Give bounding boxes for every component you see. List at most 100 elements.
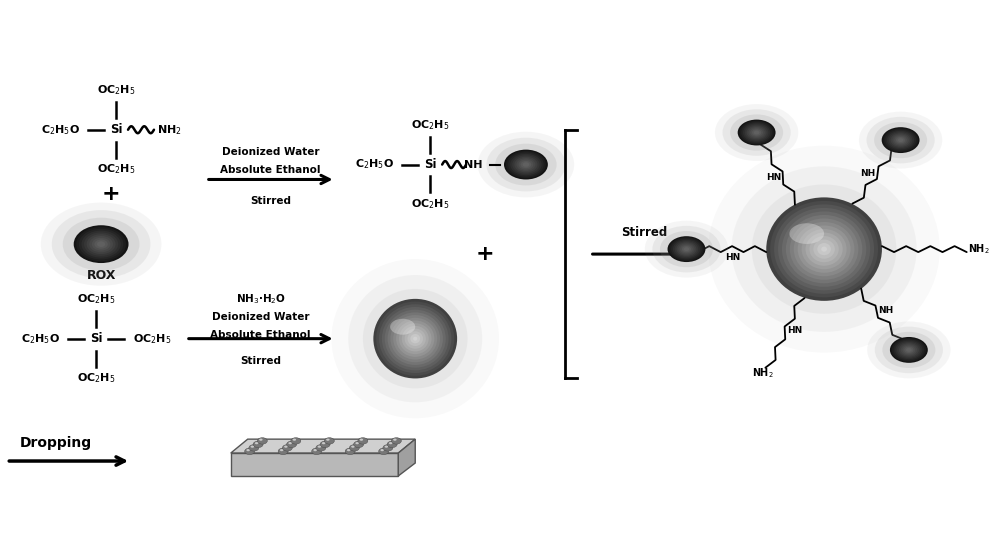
Ellipse shape bbox=[396, 320, 434, 357]
Ellipse shape bbox=[752, 129, 761, 135]
Ellipse shape bbox=[358, 438, 368, 444]
Text: Dropping: Dropping bbox=[20, 436, 92, 450]
Text: Stirred: Stirred bbox=[240, 356, 281, 366]
Text: Absolute Ethanol: Absolute Ethanol bbox=[210, 330, 311, 339]
Ellipse shape bbox=[874, 122, 927, 158]
Ellipse shape bbox=[875, 326, 943, 373]
Ellipse shape bbox=[652, 226, 721, 273]
Ellipse shape bbox=[516, 158, 535, 171]
Ellipse shape bbox=[92, 238, 110, 251]
Ellipse shape bbox=[87, 234, 116, 254]
Ellipse shape bbox=[287, 441, 297, 448]
Ellipse shape bbox=[892, 338, 926, 362]
Ellipse shape bbox=[373, 299, 457, 379]
Text: Deionized Water: Deionized Water bbox=[222, 147, 319, 157]
Ellipse shape bbox=[486, 138, 565, 191]
Ellipse shape bbox=[668, 236, 705, 262]
Ellipse shape bbox=[802, 229, 847, 269]
Ellipse shape bbox=[867, 117, 935, 163]
Ellipse shape bbox=[518, 159, 533, 170]
Ellipse shape bbox=[794, 222, 854, 276]
Ellipse shape bbox=[388, 312, 443, 365]
Ellipse shape bbox=[708, 146, 940, 353]
Ellipse shape bbox=[389, 442, 392, 444]
Ellipse shape bbox=[316, 444, 326, 451]
Ellipse shape bbox=[660, 231, 713, 267]
Ellipse shape bbox=[676, 242, 696, 256]
Ellipse shape bbox=[680, 245, 693, 254]
Ellipse shape bbox=[669, 237, 704, 261]
Ellipse shape bbox=[682, 246, 691, 252]
Ellipse shape bbox=[257, 438, 267, 444]
Ellipse shape bbox=[251, 446, 254, 448]
Ellipse shape bbox=[723, 109, 791, 156]
Ellipse shape bbox=[766, 197, 882, 301]
Ellipse shape bbox=[41, 202, 161, 286]
Ellipse shape bbox=[809, 236, 839, 262]
Ellipse shape bbox=[74, 225, 129, 263]
Text: Deionized Water: Deionized Water bbox=[212, 312, 309, 322]
Ellipse shape bbox=[495, 144, 557, 186]
Text: Stirred: Stirred bbox=[250, 196, 291, 206]
Text: OC$_2$H$_5$: OC$_2$H$_5$ bbox=[97, 163, 135, 176]
Ellipse shape bbox=[282, 444, 292, 451]
Polygon shape bbox=[231, 439, 415, 453]
Ellipse shape bbox=[79, 229, 123, 259]
Ellipse shape bbox=[349, 444, 359, 451]
Text: OC$_2$H$_5$: OC$_2$H$_5$ bbox=[133, 332, 171, 345]
Ellipse shape bbox=[347, 449, 350, 451]
Ellipse shape bbox=[748, 127, 765, 138]
Text: OC$_2$H$_5$: OC$_2$H$_5$ bbox=[97, 83, 135, 97]
Ellipse shape bbox=[786, 215, 862, 283]
Text: Si: Si bbox=[424, 158, 436, 171]
Ellipse shape bbox=[514, 157, 538, 172]
Text: Si: Si bbox=[110, 123, 122, 136]
Ellipse shape bbox=[817, 243, 831, 255]
Ellipse shape bbox=[789, 223, 824, 244]
Ellipse shape bbox=[523, 162, 529, 167]
Text: NH$_2$: NH$_2$ bbox=[968, 242, 990, 256]
Ellipse shape bbox=[348, 275, 482, 403]
Text: HN: HN bbox=[787, 326, 802, 335]
Ellipse shape bbox=[741, 122, 772, 143]
Ellipse shape bbox=[478, 132, 574, 197]
Ellipse shape bbox=[284, 446, 288, 448]
Ellipse shape bbox=[506, 151, 546, 178]
Ellipse shape bbox=[363, 289, 468, 388]
Text: C$_2$H$_5$O: C$_2$H$_5$O bbox=[355, 158, 394, 171]
Ellipse shape bbox=[882, 127, 920, 153]
Ellipse shape bbox=[782, 212, 866, 287]
Ellipse shape bbox=[246, 449, 250, 451]
Text: ROX: ROX bbox=[86, 269, 116, 282]
Ellipse shape bbox=[379, 448, 389, 455]
Ellipse shape bbox=[895, 341, 922, 359]
Ellipse shape bbox=[245, 448, 255, 455]
Ellipse shape bbox=[891, 133, 911, 147]
Text: HN: HN bbox=[725, 252, 740, 262]
Ellipse shape bbox=[390, 319, 415, 335]
Ellipse shape bbox=[324, 438, 334, 444]
Ellipse shape bbox=[883, 128, 918, 152]
Ellipse shape bbox=[821, 246, 827, 252]
Ellipse shape bbox=[94, 239, 108, 249]
Text: NH$_3$·H$_2$O: NH$_3$·H$_2$O bbox=[236, 292, 286, 306]
Ellipse shape bbox=[278, 448, 288, 455]
Ellipse shape bbox=[280, 449, 283, 451]
Ellipse shape bbox=[84, 232, 118, 256]
Text: +: + bbox=[476, 244, 494, 264]
Ellipse shape bbox=[253, 441, 263, 448]
Ellipse shape bbox=[739, 121, 774, 144]
Ellipse shape bbox=[770, 201, 878, 298]
Polygon shape bbox=[231, 453, 398, 476]
Ellipse shape bbox=[360, 438, 363, 441]
Ellipse shape bbox=[645, 221, 728, 277]
Ellipse shape bbox=[259, 438, 263, 441]
Ellipse shape bbox=[790, 219, 858, 280]
Text: OC$_2$H$_5$: OC$_2$H$_5$ bbox=[411, 197, 450, 211]
Ellipse shape bbox=[390, 315, 440, 362]
Ellipse shape bbox=[63, 218, 140, 270]
Ellipse shape bbox=[382, 307, 449, 370]
Ellipse shape bbox=[379, 304, 451, 373]
Text: NH$_2$: NH$_2$ bbox=[157, 123, 181, 137]
Ellipse shape bbox=[293, 438, 296, 441]
